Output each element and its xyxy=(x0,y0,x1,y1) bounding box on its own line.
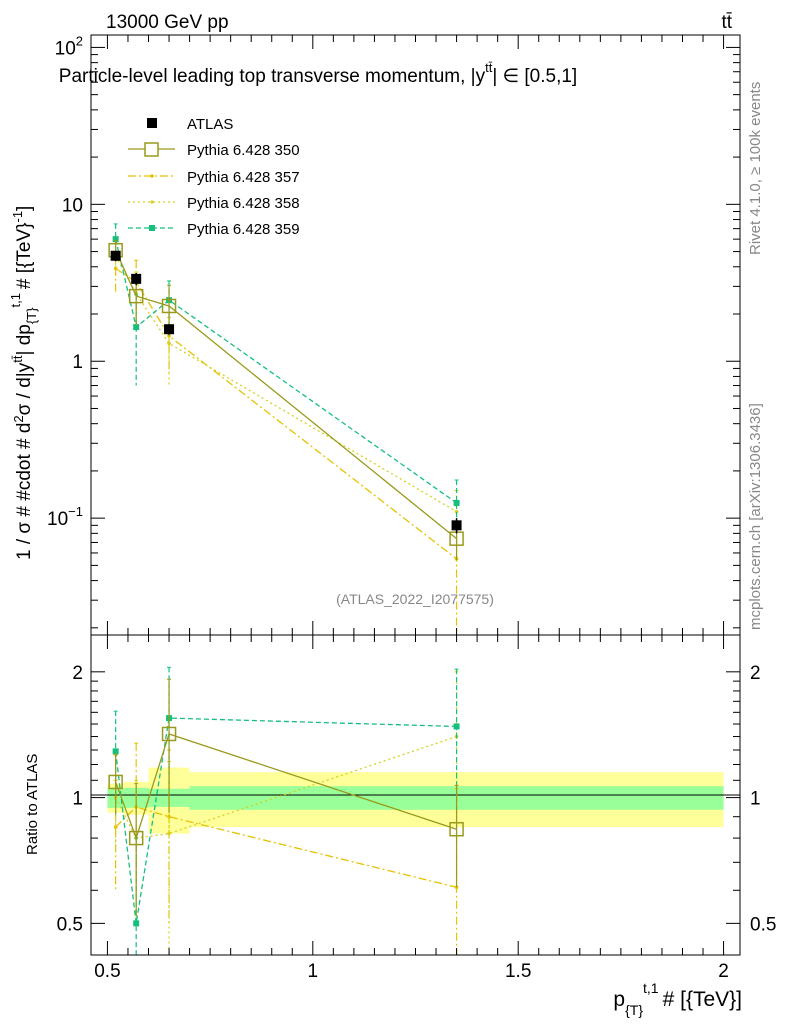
ratio-point-mc350 xyxy=(449,821,464,837)
line-mc359 xyxy=(115,238,457,504)
ratio-point-mc359 xyxy=(453,723,460,730)
point-atlas xyxy=(131,273,142,284)
main-panel: Particle-level leading top transverse mo… xyxy=(47,33,741,636)
ratio-line-mc358 xyxy=(115,735,457,839)
ratio-y-axis-label: Ratio to ATLAS xyxy=(24,754,41,855)
point-mc359 xyxy=(453,499,460,506)
series-mc359 xyxy=(112,223,460,538)
point-mc350 xyxy=(161,298,177,314)
ratio-y-tick-label-right: 2 xyxy=(750,663,761,684)
point-mc357 xyxy=(113,266,118,271)
ratio-point-mc350 xyxy=(108,774,123,790)
ratio-panel: 2 2 1 1 0.5 0.5 xyxy=(57,634,776,956)
mcplots-label: mcplots.cern.ch [arXiv:1306.3436] xyxy=(747,403,764,630)
x-tick-label: 1.5 xyxy=(505,961,531,982)
ratio-point-mc359 xyxy=(133,920,140,927)
x-axis-label: p{T}t,1 # [{TeV}] xyxy=(613,980,742,1018)
legend-item-350: Pythia 6.428 350 xyxy=(128,142,300,159)
x-tick-label: 2 xyxy=(718,961,729,982)
ratio-axis-ticks: 2 2 1 1 0.5 0.5 xyxy=(57,635,776,955)
analysis-watermark: (ATLAS_2022_I2077575) xyxy=(336,591,494,607)
ratio-y-tick-label-left: 0.5 xyxy=(57,914,83,935)
plot-title: Particle-level leading top transverse mo… xyxy=(59,60,577,87)
legend-marker-atlas xyxy=(147,118,157,128)
legend-item-atlas: ATLAS xyxy=(147,116,233,133)
legend-label-358: Pythia 6.428 358 xyxy=(187,195,300,212)
legend-label-359: Pythia 6.428 359 xyxy=(187,221,300,238)
legend-marker-350 xyxy=(144,142,159,157)
line-mc350 xyxy=(115,249,457,540)
ratio-line-mc350 xyxy=(115,733,457,841)
tick-exponent: 2 xyxy=(76,33,83,48)
legend-label-atlas: ATLAS xyxy=(187,116,233,133)
ratio-point-mc350 xyxy=(161,726,177,742)
ratio-y-tick-label-left: 2 xyxy=(72,663,83,684)
legend-item-358: Pythia 6.428 358 xyxy=(128,195,300,212)
legend: ATLAS Pythia 6.428 350 Pythia 6.428 357 … xyxy=(128,116,300,238)
ratio-line-mc357 xyxy=(115,806,457,888)
legend-label-350: Pythia 6.428 350 xyxy=(187,142,300,159)
main-y-axis-label: 1 / σ # #cdot # d2σ / d|ytt̄| dp{T}t,1# … xyxy=(8,206,39,560)
tick-exponent: −1 xyxy=(68,504,83,519)
ratio-y-tick-label-left: 1 xyxy=(72,789,83,810)
x-tick-label: 0.5 xyxy=(94,961,120,982)
tick-base: 10 xyxy=(47,509,68,530)
process-label: tt̄ xyxy=(721,12,732,33)
main-y-tick-label: 10−1 xyxy=(47,504,83,530)
x-tick-label: 1 xyxy=(308,961,319,982)
x-tick-labels: 0.5 1 1.5 2 xyxy=(94,961,729,982)
legend-marker-358 xyxy=(150,200,154,204)
series-mc357 xyxy=(113,251,459,635)
series-mc350 xyxy=(108,239,464,561)
point-mc358 xyxy=(454,509,459,514)
legend-marker-359 xyxy=(149,225,155,231)
legend-label-357: Pythia 6.428 357 xyxy=(187,169,300,186)
ratio-series-mc350 xyxy=(108,678,464,917)
point-atlas xyxy=(451,520,462,531)
main-y-tick-label: 10 xyxy=(62,195,83,216)
legend-item-359: Pythia 6.428 359 xyxy=(128,221,300,238)
point-mc350 xyxy=(128,288,144,304)
energy-label: 13000 GeV pp xyxy=(106,12,229,33)
line-mc358 xyxy=(115,255,457,513)
legend-marker-357 xyxy=(150,174,154,178)
ratio-y-tick-label-right: 1 xyxy=(750,789,761,810)
ratio-point-mc358 xyxy=(167,831,171,836)
ratio-data-layer xyxy=(108,666,464,955)
ratio-y-tick-label-right: 0.5 xyxy=(750,914,776,935)
rivet-label: Rivet 4.1.0, ≥ 100k events xyxy=(747,82,764,255)
ratio-point-mc350 xyxy=(128,830,144,846)
point-mc359 xyxy=(112,236,119,243)
main-y-tick-label: 102 xyxy=(55,33,83,59)
point-atlas xyxy=(164,324,175,335)
tick-base: 10 xyxy=(55,38,76,59)
main-y-tick-label: 1 xyxy=(72,352,83,373)
series-atlas xyxy=(110,250,462,534)
main-data-layer xyxy=(108,223,464,635)
ratio-line-mc359 xyxy=(115,717,457,924)
legend-item-357: Pythia 6.428 357 xyxy=(128,169,300,186)
point-mc358 xyxy=(167,341,171,346)
point-atlas xyxy=(110,250,121,261)
series-mc358 xyxy=(113,239,459,553)
ratio-point-mc359 xyxy=(112,748,119,755)
point-mc359 xyxy=(133,324,140,331)
